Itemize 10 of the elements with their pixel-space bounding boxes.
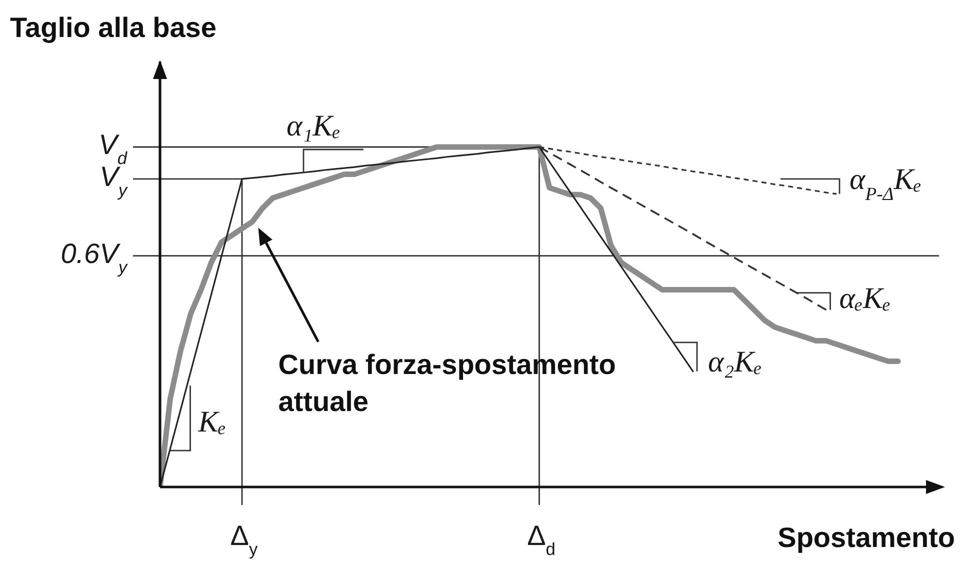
annotation: α$_{P-Δ}$Kₑ (850, 162, 922, 204)
annotation: αₑKₑ (839, 282, 891, 315)
annotation: α₂Kₑ (708, 345, 762, 378)
y-axis-title: Taglio alla base (10, 12, 216, 43)
x-tick-label: Δ$_{d}$ (527, 520, 556, 559)
x-axis-title: Spostamento (778, 522, 955, 553)
text: α₁Kₑ (286, 110, 341, 142)
ref-line-label: 0.6V$_{y}$ (60, 238, 128, 277)
annotation: Kₑ (197, 406, 226, 439)
x-tick-label: Δ$_{y}$ (230, 520, 258, 559)
